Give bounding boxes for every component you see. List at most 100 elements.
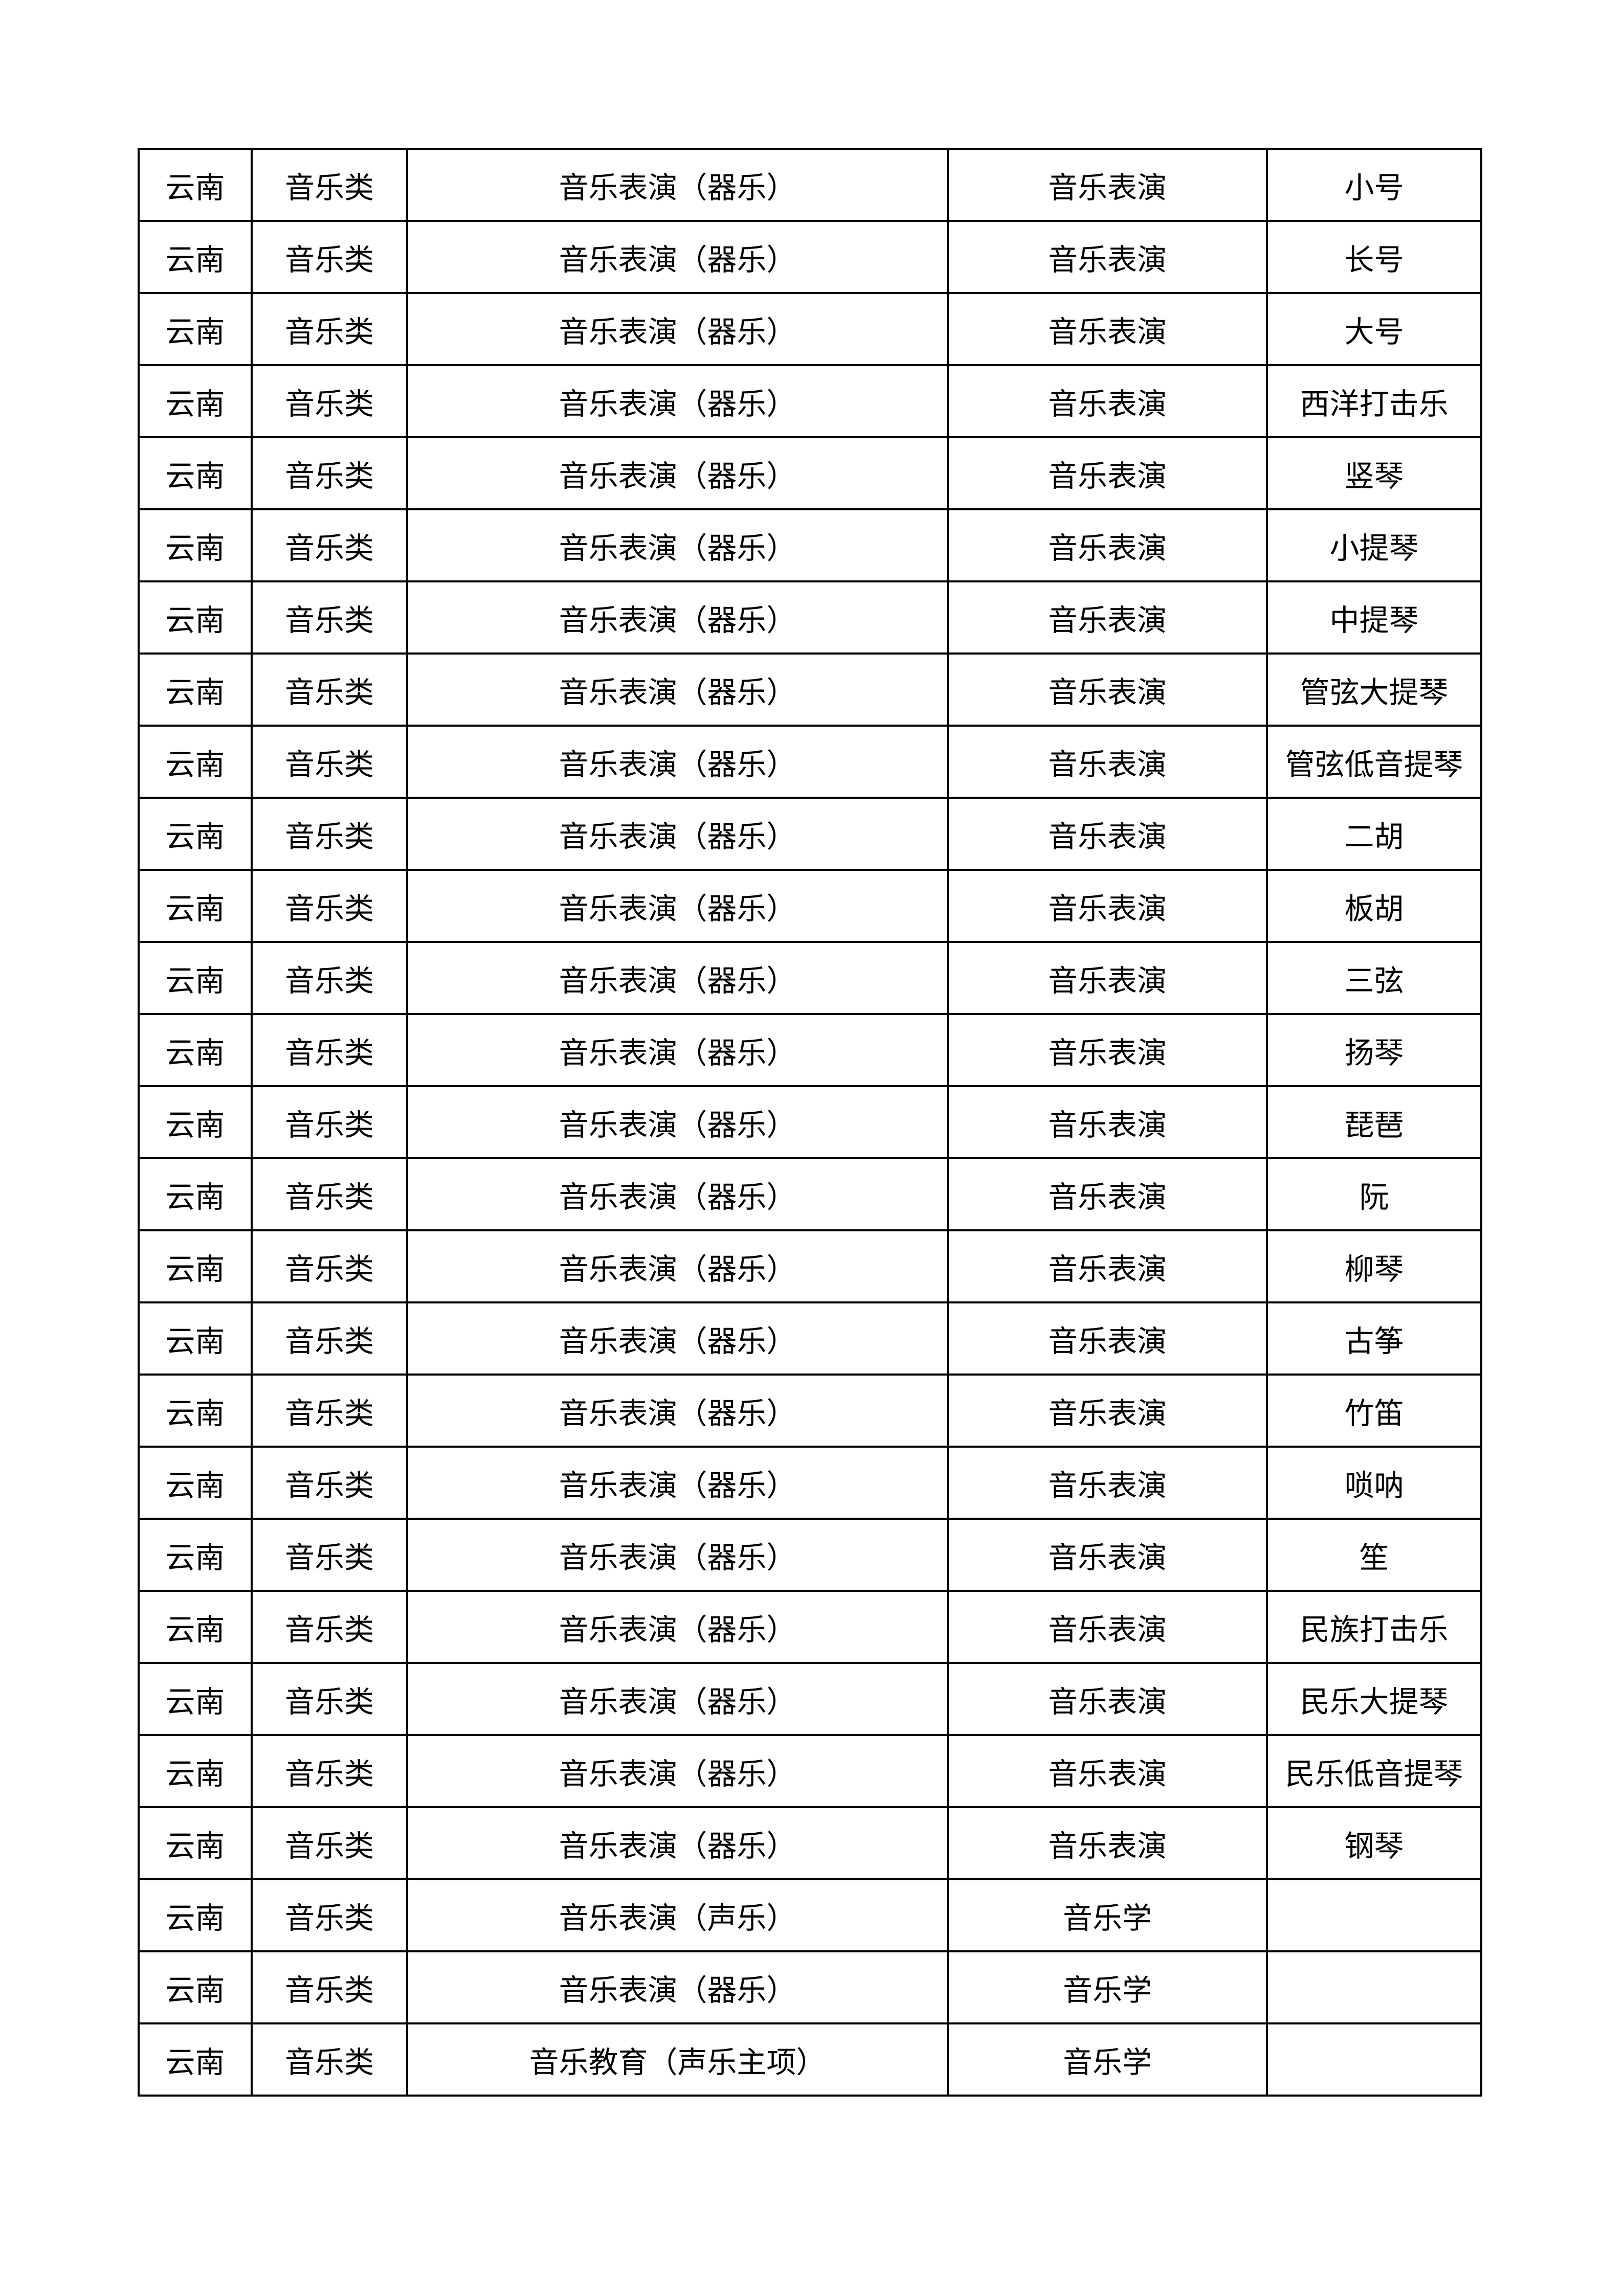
province-cell: 云南 <box>138 1590 253 1664</box>
table-row: 云南 音乐类 音乐表演（器乐） 音乐表演 民乐大提琴 <box>138 1662 1482 1736</box>
major-cell: 音乐表演（器乐） <box>406 1950 949 2024</box>
major-cell: 音乐教育（声乐主项） <box>406 2022 949 2097</box>
category-cell: 音乐类 <box>251 1085 408 1159</box>
category-cell: 音乐类 <box>251 725 408 799</box>
subject-cell: 音乐表演 <box>947 869 1268 943</box>
category-cell: 音乐类 <box>251 2022 408 2097</box>
major-cell: 音乐表演（器乐） <box>406 1157 949 1231</box>
subject-cell: 音乐表演 <box>947 364 1268 438</box>
category-cell: 音乐类 <box>251 1590 408 1664</box>
category-cell: 音乐类 <box>251 1301 408 1376</box>
subject-cell: 音乐表演 <box>947 580 1268 655</box>
table-row: 云南 音乐类 音乐表演（器乐） 音乐表演 唢呐 <box>138 1446 1482 1520</box>
province-cell: 云南 <box>138 580 253 655</box>
major-cell: 音乐表演（器乐） <box>406 1446 949 1520</box>
major-cell: 音乐表演（器乐） <box>406 941 949 1015</box>
major-cell: 音乐表演（器乐） <box>406 508 949 582</box>
subject-cell: 音乐表演 <box>947 797 1268 871</box>
major-cell: 音乐表演（器乐） <box>406 1518 949 1592</box>
subject-cell: 音乐表演 <box>947 1229 1268 1303</box>
major-cell: 音乐表演（器乐） <box>406 292 949 366</box>
major-cell: 音乐表演（器乐） <box>406 1734 949 1808</box>
subject-cell: 音乐表演 <box>947 292 1268 366</box>
province-cell: 云南 <box>138 1518 253 1592</box>
subject-cell: 音乐表演 <box>947 1013 1268 1087</box>
instrument-cell: 三弦 <box>1266 941 1482 1015</box>
subject-cell: 音乐学 <box>947 2022 1268 2097</box>
subject-cell: 音乐表演 <box>947 1301 1268 1376</box>
instrument-cell: 民乐大提琴 <box>1266 1662 1482 1736</box>
major-cell: 音乐表演（器乐） <box>406 797 949 871</box>
instrument-cell: 民族打击乐 <box>1266 1590 1482 1664</box>
instrument-cell: 琵琶 <box>1266 1085 1482 1159</box>
table-row: 云南 音乐类 音乐表演（器乐） 音乐表演 民族打击乐 <box>138 1590 1482 1664</box>
table-row: 云南 音乐类 音乐表演（器乐） 音乐表演 竖琴 <box>138 436 1482 510</box>
province-cell: 云南 <box>138 941 253 1015</box>
subject-cell: 音乐表演 <box>947 1806 1268 1880</box>
province-cell: 云南 <box>138 1950 253 2024</box>
category-cell: 音乐类 <box>251 436 408 510</box>
table-row: 云南 音乐类 音乐表演（器乐） 音乐表演 琵琶 <box>138 1085 1482 1159</box>
category-cell: 音乐类 <box>251 508 408 582</box>
subject-cell: 音乐表演 <box>947 436 1268 510</box>
table-row: 云南 音乐类 音乐表演（器乐） 音乐表演笙 <box>138 1518 1482 1592</box>
major-cell: 音乐表演（器乐） <box>406 652 949 727</box>
instrument-cell: 板胡 <box>1266 869 1482 943</box>
major-cell: 音乐表演（器乐） <box>406 580 949 655</box>
major-cell: 音乐表演（器乐） <box>406 1229 949 1303</box>
subject-cell: 音乐表演 <box>947 148 1268 222</box>
category-cell: 音乐类 <box>251 1950 408 2024</box>
province-cell: 云南 <box>138 1734 253 1808</box>
subject-cell: 音乐表演 <box>947 941 1268 1015</box>
instrument-cell: 古筝 <box>1266 1301 1482 1376</box>
category-cell: 音乐类 <box>251 1229 408 1303</box>
instrument-cell: 扬琴 <box>1266 1013 1482 1087</box>
major-cell: 音乐表演（器乐） <box>406 1662 949 1736</box>
major-cell: 音乐表演（器乐） <box>406 1806 949 1880</box>
category-cell: 音乐类 <box>251 652 408 727</box>
table-row: 云南 音乐类 音乐表演（器乐） 音乐表演 管弦大提琴 <box>138 652 1482 727</box>
instrument-cell: 民乐低音提琴 <box>1266 1734 1482 1808</box>
instrument-cell: 中提琴 <box>1266 580 1482 655</box>
category-cell: 音乐类 <box>251 1013 408 1087</box>
table-row: 云南 音乐类 音乐表演（器乐） 音乐表演 柳琴 <box>138 1229 1482 1303</box>
instrument-cell: 阮 <box>1266 1157 1482 1231</box>
subject-cell: 音乐表演 <box>947 1518 1268 1592</box>
category-cell: 音乐类 <box>251 1374 408 1448</box>
subject-cell: 音乐表演 <box>947 725 1268 799</box>
table-body: 云南 音乐类 音乐表演（器乐） 音乐表演 小号 云南 音乐类 音乐表演（器乐） 音乐表演 长号 云南… <box>138 148 1482 2097</box>
instrument-cell: 柳琴 <box>1266 1229 1482 1303</box>
table-row: 云南 音乐类 音乐表演（器乐） 音乐表演 中提琴 <box>138 580 1482 655</box>
major-cell: 音乐表演（器乐） <box>406 436 949 510</box>
major-cell: 音乐表演（器乐） <box>406 1590 949 1664</box>
table-row: 云南 音乐类 音乐表演（器乐） 音乐表演 古筝 <box>138 1301 1482 1376</box>
subject-cell: 音乐表演 <box>947 1734 1268 1808</box>
major-cell: 音乐表演（器乐） <box>406 1085 949 1159</box>
instrument-cell <box>1266 1878 1482 1952</box>
subject-cell: 音乐表演 <box>947 1374 1268 1448</box>
instrument-cell <box>1266 1950 1482 2024</box>
instrument-cell: 钢琴 <box>1266 1806 1482 1880</box>
province-cell: 云南 <box>138 725 253 799</box>
province-cell: 云南 <box>138 1229 253 1303</box>
province-cell: 云南 <box>138 508 253 582</box>
category-cell: 音乐类 <box>251 364 408 438</box>
province-cell: 云南 <box>138 1085 253 1159</box>
category-cell: 音乐类 <box>251 292 408 366</box>
major-cell: 音乐表演（器乐） <box>406 869 949 943</box>
table-row: 云南 音乐类 音乐表演（器乐） 音乐表演 三弦 <box>138 941 1482 1015</box>
category-cell: 音乐类 <box>251 1806 408 1880</box>
category-cell: 音乐类 <box>251 220 408 294</box>
instrument-cell: 管弦大提琴 <box>1266 652 1482 727</box>
category-cell: 音乐类 <box>251 1662 408 1736</box>
province-cell: 云南 <box>138 292 253 366</box>
category-cell: 音乐类 <box>251 869 408 943</box>
major-cell: 音乐表演（器乐） <box>406 1013 949 1087</box>
subject-cell: 音乐表演 <box>947 1085 1268 1159</box>
table-row: 云南 音乐类 音乐表演（器乐） 音乐表演 管弦低音提琴 <box>138 725 1482 799</box>
province-cell: 云南 <box>138 148 253 222</box>
table-row: 云南 音乐类 音乐表演（器乐） 音乐表演 二胡 <box>138 797 1482 871</box>
table-row: 云南 音乐类 音乐表演（器乐） 音乐表演 民乐低音提琴 <box>138 1734 1482 1808</box>
table-row: 云南 音乐类 音乐表演（器乐） 音乐表演 小提琴 <box>138 508 1482 582</box>
province-cell: 云南 <box>138 2022 253 2097</box>
